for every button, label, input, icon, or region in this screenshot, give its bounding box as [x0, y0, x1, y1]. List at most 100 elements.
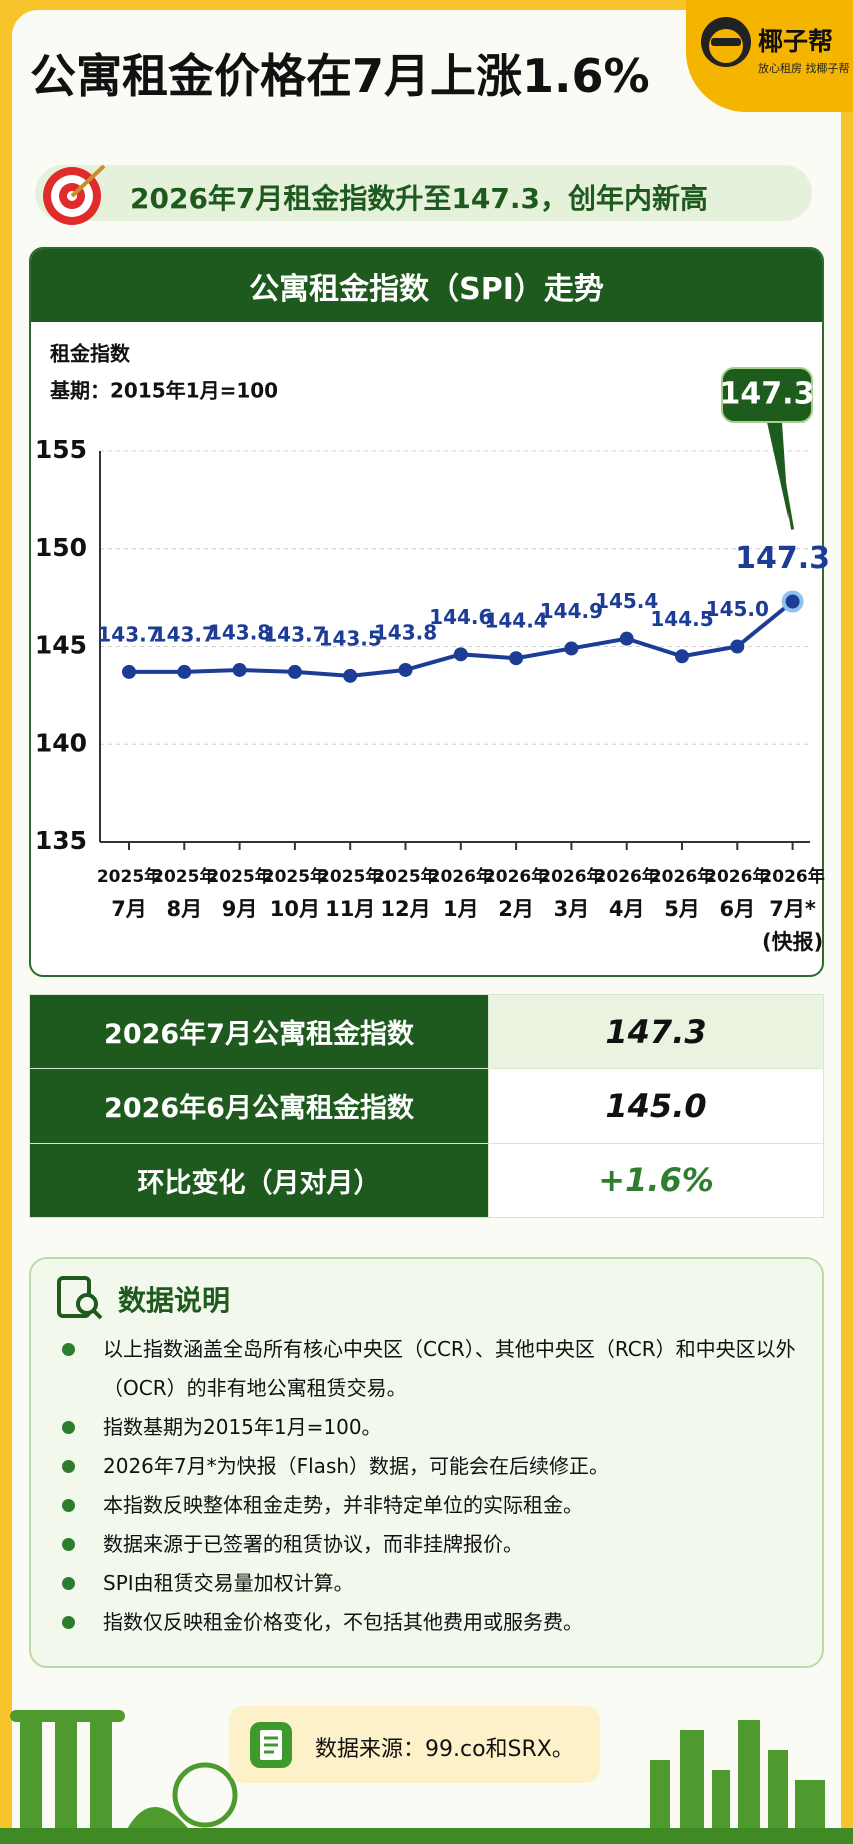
data-label: 143.7: [97, 622, 160, 646]
chart: 租金指数基期：2015年1月=1001351401451501552025年7月…: [35, 342, 830, 955]
x-tick-label: 2月: [498, 897, 534, 921]
skyline: [0, 1710, 853, 1844]
x-tick-label: 2026年: [760, 866, 824, 887]
x-tick-label: 2025年: [318, 866, 382, 887]
data-label: 144.6: [429, 605, 492, 629]
x-tick-label: 11月: [325, 897, 375, 921]
note-item: 以上指数涵盖全岛所有核心中央区（CCR）、其他中央区（RCR）和中央区以外（OC…: [62, 1330, 802, 1408]
x-tick-label: 2026年: [429, 866, 493, 887]
x-tick-label: 2026年: [705, 866, 769, 887]
notes-title: 数据说明: [118, 1284, 231, 1317]
data-label: 144.5: [650, 607, 713, 631]
callout-leader: [772, 421, 795, 530]
table-row: 环比变化（月对月） +1.6%: [29, 1142, 824, 1219]
x-tick-label: 2025年: [152, 866, 216, 887]
data-label: 147.3: [735, 541, 830, 576]
summary-table: 2026年7月公寓租金指数 147.3 2026年6月公寓租金指数 145.0 环比变化…: [29, 993, 824, 1219]
note-item: 指数基期为2015年1月=100。: [62, 1408, 802, 1447]
callout-box: [721, 367, 813, 423]
callout-pointer: [767, 422, 789, 520]
x-tick-label: 2025年: [373, 866, 437, 887]
data-label: 143.5: [319, 626, 382, 650]
note-item: 数据来源于已签署的租赁协议，而非挂牌报价。: [62, 1525, 802, 1564]
data-point: [177, 664, 192, 679]
x-tick-label: 7月: [111, 897, 147, 921]
logo-name: 椰子帮: [758, 27, 834, 56]
chart-panel: 公寓租金指数（SPI）走势: [29, 247, 824, 977]
notes-icon: [57, 1276, 103, 1320]
data-label: 143.8: [208, 620, 271, 644]
logo-tagline: 放心租房 找椰子帮: [758, 62, 850, 75]
note-item: 指数仅反映租金价格变化，不包括其他费用或服务费。: [62, 1603, 802, 1642]
source-text: 数据来源：99.co和SRX。: [315, 1737, 574, 1762]
data-point: [564, 641, 579, 656]
note-item: 2026年7月*为快报（Flash）数据，可能会在后续修正。: [62, 1447, 802, 1486]
data-point: [232, 662, 247, 677]
x-tick-label: 6月: [719, 897, 755, 921]
data-label: 143.8: [374, 620, 437, 644]
x-tick-label: 4月: [609, 897, 645, 921]
row-label: 2026年6月公寓租金指数: [29, 1068, 489, 1144]
data-point: [730, 639, 745, 654]
notes-list: 以上指数涵盖全岛所有核心中央区（CCR）、其他中央区（RCR）和中央区以外（OC…: [62, 1330, 802, 1642]
data-label: 144.4: [484, 609, 547, 633]
data-label: 145.0: [706, 597, 769, 621]
x-tick-label: 2026年: [650, 866, 714, 887]
data-point: [509, 651, 524, 666]
y-axis-label: 租金指数: [50, 342, 131, 366]
row-value: 147.3: [488, 993, 824, 1070]
x-tick-label: 2026年: [484, 866, 548, 887]
x-tick-label: 12月: [380, 897, 430, 921]
subtitle-bar: [35, 165, 812, 221]
x-tick-label: 8月: [166, 897, 202, 921]
row-value: 145.0: [488, 1068, 824, 1144]
data-point: [453, 647, 468, 662]
x-tick-label: 2025年: [207, 866, 271, 887]
data-point: [287, 664, 302, 679]
y-tick-label: 155: [35, 435, 87, 464]
page-title: 公寓租金价格在7月上涨1.6%: [30, 49, 650, 103]
table-row: 2026年7月公寓租金指数 147.3: [29, 993, 824, 1070]
x-tick-label: 1月: [443, 897, 479, 921]
x-tick-label: 2026年: [595, 866, 659, 887]
x-tick-label: (快报): [762, 930, 823, 954]
subtitle: 2026年7月租金指数升至147.3，创年内新高: [130, 182, 708, 215]
data-point: [343, 668, 358, 683]
data-point: [398, 662, 413, 677]
x-tick-label: 3月: [554, 897, 590, 921]
notes-box: [29, 1257, 824, 1668]
y-axis-label: 基期：2015年1月=100: [50, 379, 278, 403]
data-label: 143.7: [153, 622, 216, 646]
y-tick-label: 145: [35, 631, 87, 660]
row-label: 环比变化（月对月）: [29, 1142, 489, 1219]
data-label: 144.9: [540, 599, 603, 623]
data-point: [122, 664, 136, 679]
x-tick-label: 5月: [664, 897, 700, 921]
x-tick-label: 9月: [222, 897, 258, 921]
table-row: 2026年6月公寓租金指数 145.0: [29, 1068, 824, 1144]
logo-icon: [701, 17, 751, 67]
logo: 椰子帮 放心租房 找椰子帮: [686, 0, 853, 112]
target-icon: [43, 164, 106, 225]
row-label: 2026年7月公寓租金指数: [29, 993, 489, 1070]
callout-label: 147.3: [720, 377, 815, 412]
y-tick-label: 140: [35, 728, 87, 757]
data-label: 143.7: [263, 622, 326, 646]
data-point: [619, 631, 634, 646]
x-tick-label: 7月*: [769, 897, 816, 921]
y-tick-label: 150: [35, 533, 87, 562]
data-point: [781, 590, 804, 613]
y-tick-label: 135: [35, 826, 87, 855]
row-value: +1.6%: [488, 1142, 824, 1219]
source-icon: [250, 1722, 292, 1768]
x-tick-label: 2026年: [539, 866, 603, 887]
note-item: SPI由租赁交易量加权计算。: [62, 1564, 802, 1603]
x-tick-label: 2025年: [263, 866, 327, 887]
note-item: 本指数反映整体租金走势，并非特定单位的实际租金。: [62, 1486, 802, 1525]
x-tick-label: 10月: [270, 897, 320, 921]
chart-title: 公寓租金指数（SPI）走势: [31, 249, 822, 322]
data-label: 145.4: [595, 589, 658, 613]
data-point: [675, 649, 689, 664]
x-tick-label: 2025年: [97, 866, 161, 887]
